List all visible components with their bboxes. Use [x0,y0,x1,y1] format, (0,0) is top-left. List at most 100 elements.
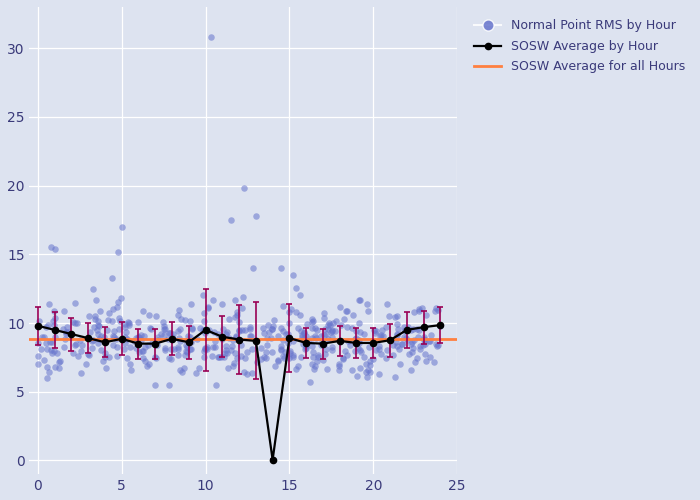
Point [245,332,256,340]
Point [403,350,414,358]
Point [164,330,176,338]
Point [99,348,111,356]
Point [222,364,233,372]
Point [87,344,98,352]
Point [300,332,312,340]
Point [363,306,374,314]
Point [111,335,122,343]
Point [411,326,422,334]
Point [296,333,307,341]
Point [299,346,310,354]
Point [142,340,153,348]
Point [158,318,169,326]
Point [106,274,118,282]
Point [119,339,130,347]
Point [241,370,253,378]
Point [48,308,60,316]
Point [425,337,436,345]
Point [206,352,218,360]
Point [326,326,337,334]
Point [363,366,374,374]
Point [267,325,278,333]
Point [99,333,110,341]
Point [397,340,408,348]
Point [309,362,321,370]
Point [414,346,426,354]
Point [219,350,230,358]
Point [319,309,330,317]
Point [136,347,148,355]
Point [186,345,197,353]
Point [108,342,119,349]
Point [122,354,133,362]
Point [278,352,289,360]
Point [420,340,431,348]
Point [370,346,382,354]
Point [111,343,122,351]
Point [119,332,130,340]
Point [252,358,263,366]
Point [167,332,178,340]
Point [266,325,277,333]
Point [354,296,365,304]
Point [335,303,346,311]
Point [38,333,50,341]
Point [361,368,372,376]
Point [135,332,146,340]
Point [272,356,284,364]
Point [43,300,54,308]
Point [365,362,376,370]
Point [277,336,288,344]
Point [411,354,422,362]
Point [88,285,99,293]
Point [173,345,184,353]
Point [407,325,419,333]
Point [246,370,258,378]
Point [175,366,186,374]
Point [421,357,432,365]
Point [409,308,420,316]
Point [424,353,435,361]
Point [275,346,286,354]
Point [240,354,251,362]
Point [225,216,237,224]
Point [335,321,346,329]
Point [321,366,332,374]
Point [50,333,61,341]
Point [374,332,386,340]
Point [104,308,115,316]
Point [405,340,416,348]
Point [417,342,428,349]
Point [57,325,69,333]
Point [373,345,384,353]
Point [181,344,193,351]
Point [140,357,151,365]
Point [419,350,430,358]
Point [173,312,184,320]
Point [180,348,191,356]
Point [396,340,407,348]
Point [229,313,240,321]
Point [426,331,437,339]
Point [275,324,286,332]
Point [318,356,329,364]
Point [199,328,211,336]
Point [32,338,43,346]
Point [390,373,401,381]
Point [407,348,418,356]
Point [402,336,413,344]
Point [198,326,209,334]
Point [326,328,337,336]
Point [46,244,57,252]
Point [352,344,363,352]
Point [268,322,279,330]
Point [337,354,349,362]
Point [41,324,52,332]
Point [138,346,149,354]
Point [36,333,48,341]
Point [155,330,167,338]
Point [99,353,111,361]
Point [92,317,104,325]
Point [365,368,376,376]
Point [333,360,344,368]
